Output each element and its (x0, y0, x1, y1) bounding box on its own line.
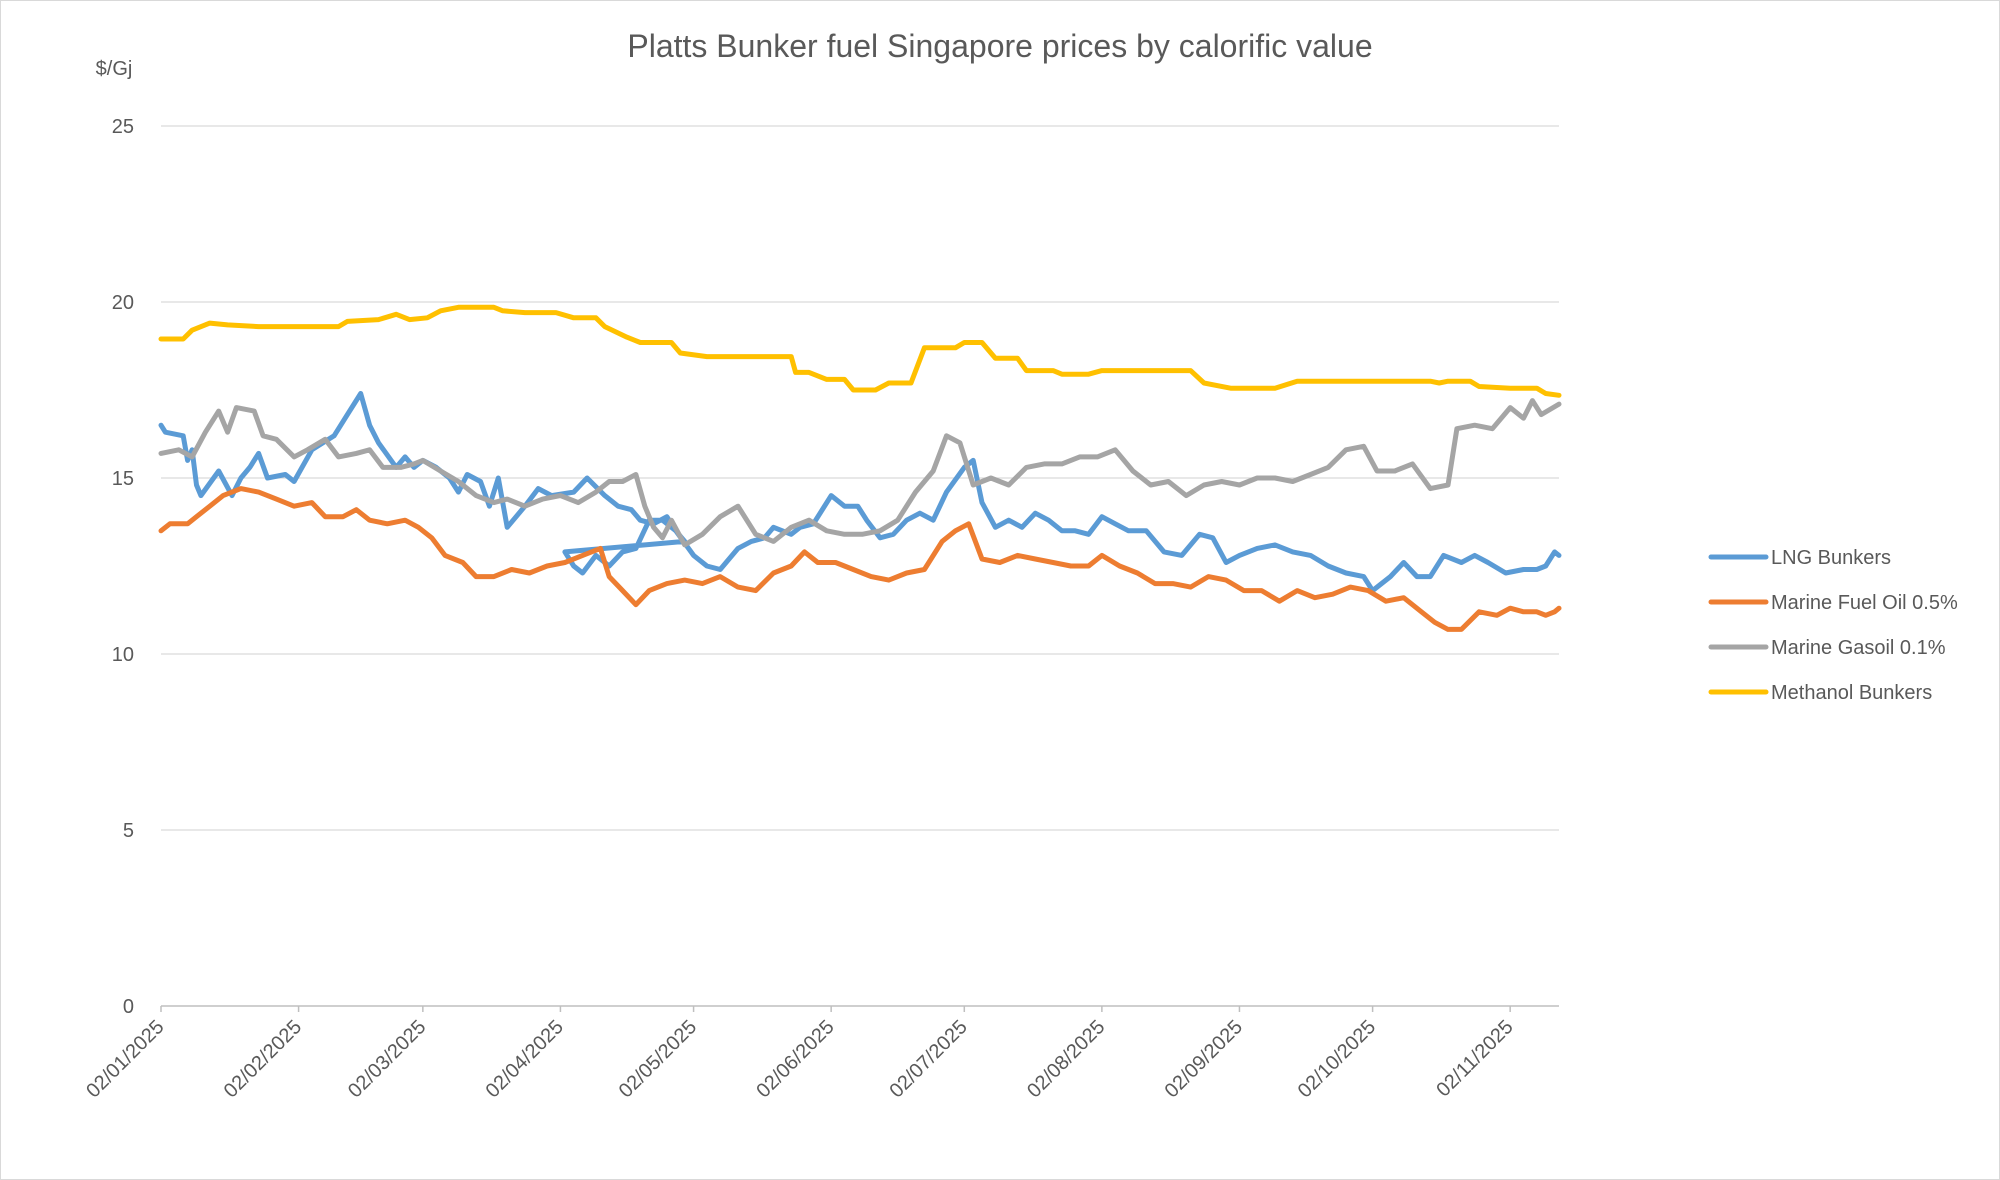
x-tick-label: 02/03/2025 (344, 1016, 430, 1102)
x-tick-label: 02/08/2025 (1023, 1016, 1109, 1102)
y-axis-label: $/Gj (96, 58, 133, 80)
x-tick-label: 02/06/2025 (752, 1016, 838, 1102)
y-tick-label: 10 (112, 644, 134, 666)
x-axis-ticks: 02/01/2025 02/02/2025 02/03/2025 02/04/2025… (82, 1006, 1518, 1102)
y-tick-label: 25 (112, 116, 134, 138)
gridlines (161, 125, 1559, 1007)
legend-label: Methanol Bunkers (1771, 682, 1932, 704)
y-tick-label: 5 (123, 820, 134, 842)
x-tick-label: 02/01/2025 (82, 1016, 168, 1102)
x-tick-label: 02/10/2025 (1294, 1016, 1380, 1102)
x-tick-label: 02/11/2025 (1432, 1016, 1517, 1101)
y-tick-label: 0 (123, 996, 134, 1018)
legend: LNG Bunkers Marine Fuel Oil 0.5% Marine Ga… (1708, 547, 1958, 704)
x-tick-label: 02/07/2025 (885, 1016, 971, 1102)
y-axis-ticks: 0 5 10 15 20 25 (112, 116, 134, 1018)
x-tick-label: 02/05/2025 (615, 1016, 701, 1102)
legend-label: Marine Fuel Oil 0.5% (1771, 592, 1958, 614)
legend-label: LNG Bunkers (1771, 547, 1891, 569)
series-line-methanol-bunkers (158, 304, 1562, 398)
x-tick-label: 02/09/2025 (1161, 1016, 1247, 1102)
y-tick-label: 15 (112, 468, 134, 490)
x-tick-label: 02/04/2025 (482, 1016, 568, 1102)
series-line-marine-gasoil-0-1- (158, 398, 1562, 548)
legend-label: Marine Gasoil 0.1% (1771, 637, 1946, 659)
series-line-lng-bunkers (158, 391, 1562, 594)
series-lines (158, 304, 1562, 632)
chart-title: Platts Bunker fuel Singapore prices by c… (627, 28, 1372, 64)
x-tick-label: 02/02/2025 (220, 1016, 306, 1102)
series-line-marine-fuel-oil-0-5- (158, 486, 1562, 632)
y-tick-label: 20 (112, 292, 134, 314)
